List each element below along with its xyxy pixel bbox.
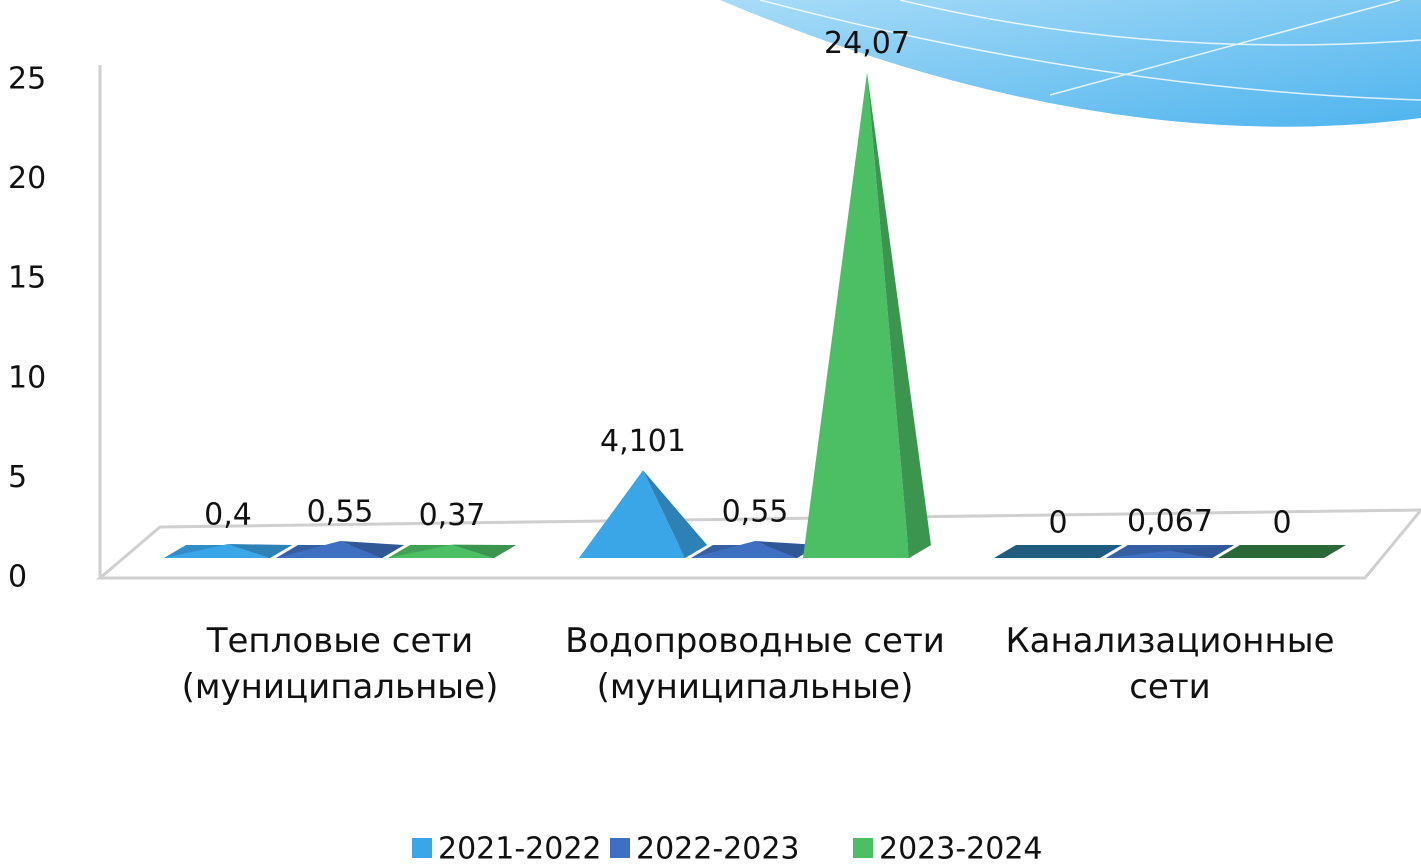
- pyramid: [1218, 545, 1346, 558]
- pyramid-side: [643, 470, 707, 558]
- value-label: 0,37: [419, 498, 486, 533]
- y-tick-label: 25: [8, 62, 46, 97]
- pyramid-side: [755, 541, 819, 558]
- pyramid-base: [994, 545, 1122, 558]
- decoration: [720, 0, 1421, 127]
- value-label: 24,07: [824, 26, 910, 61]
- pyramid-front: [276, 541, 382, 558]
- value-label: 0: [1272, 506, 1291, 541]
- pyramid-side: [228, 544, 292, 558]
- pyramid-front: [1106, 550, 1212, 558]
- legend-swatch: [853, 838, 873, 858]
- value-label: 0,55: [307, 495, 374, 530]
- decoration: [759, 0, 1421, 101]
- pyramid-front: [164, 544, 270, 558]
- pyramid: [164, 544, 292, 558]
- pyramid: [994, 545, 1122, 558]
- pyramid: [276, 541, 404, 558]
- pyramid: [1106, 545, 1234, 558]
- pyramid-front: [388, 544, 494, 558]
- value-label: 0: [1048, 506, 1067, 541]
- x-tick-label: Канализационные сети: [1005, 621, 1335, 707]
- pyramid-front: [691, 541, 797, 558]
- y-tick-label: 5: [8, 460, 27, 495]
- legend-label: 2022-2023: [636, 832, 800, 867]
- value-label: 4,101: [600, 424, 686, 459]
- legend-label: 2021-2022: [438, 832, 602, 867]
- legend-label: 2023-2024: [879, 832, 1043, 867]
- pyramid: [691, 541, 819, 558]
- y-tick-label: 0: [8, 560, 27, 595]
- pyramid-side: [452, 544, 516, 558]
- value-label: 0,55: [722, 495, 789, 530]
- value-label: 0,4: [204, 498, 252, 533]
- y-tick-label: 15: [8, 261, 46, 296]
- y-tick-label: 20: [8, 161, 46, 196]
- x-tick-label: Тепловые сети (муниципальные): [181, 621, 499, 707]
- pyramid-front: [579, 470, 685, 558]
- pyramid-base: [1218, 545, 1346, 558]
- pyramid-side: [1170, 545, 1234, 558]
- pyramid: [803, 72, 931, 558]
- legend-swatch: [610, 838, 630, 858]
- pyramid: [388, 544, 516, 558]
- pyramid-side: [867, 72, 931, 558]
- y-tick-label: 10: [8, 360, 46, 395]
- value-label: 0,067: [1127, 504, 1213, 539]
- pyramid-front: [803, 72, 909, 558]
- legend-swatch: [412, 838, 432, 858]
- pyramid: [579, 470, 707, 558]
- pyramid-side: [340, 541, 404, 558]
- x-tick-label: Водопроводные сети (муниципальные): [565, 621, 945, 707]
